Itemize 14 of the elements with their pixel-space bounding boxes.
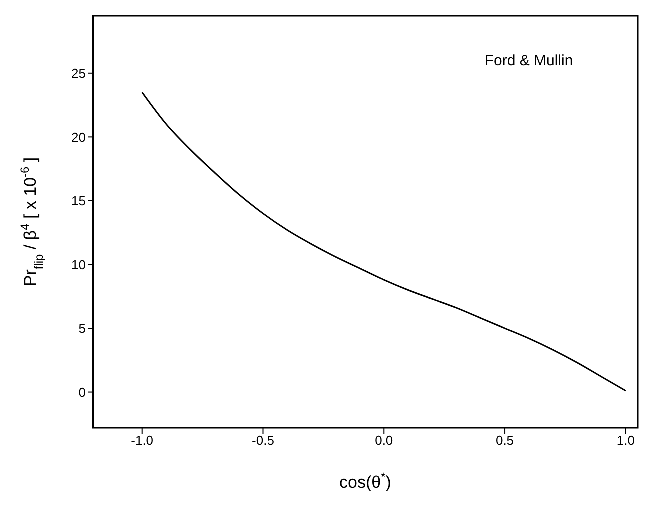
x-axis-title: cos(θ$^{*}$) [340,470,392,492]
y-tick-label: 25 [72,66,86,82]
y-tick-label: 20 [72,130,86,145]
y-tick-label: 5 [78,321,86,336]
line-series [142,92,627,392]
annotation: Ford & Mullin [484,52,574,70]
x-tick-label: 0.0 [375,433,394,448]
x-tick-label: 1.0 [616,433,635,448]
x-tick-label: 0.5 [496,433,514,448]
y-tick-label: 0 [78,384,86,400]
y-tick-label: 15 [72,194,86,209]
x-tick-label: -1.0 [131,433,154,448]
x-tick-label: -0.5 [252,433,274,448]
y-tick-label: 10 [72,257,86,272]
